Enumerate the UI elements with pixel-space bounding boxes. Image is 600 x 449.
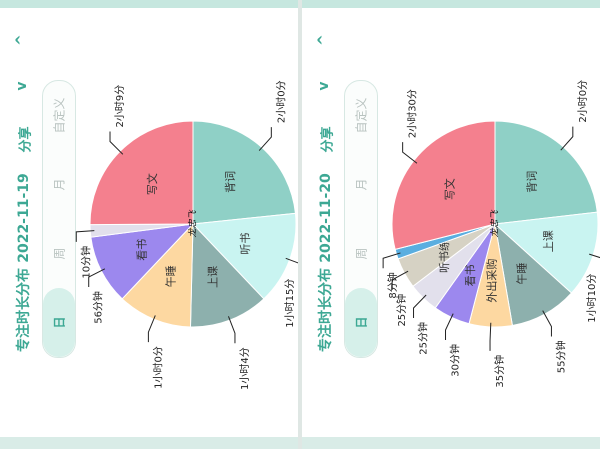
pie-center-watermark: 龙忠飞 [188,210,199,238]
pie-slice [89,120,194,226]
slice-leader-line [542,310,552,337]
slice-value-label: 25分钟 [395,294,408,327]
slice-value-label: 1小时0分 [152,346,164,389]
slice-value-label: 2小时0分 [275,80,287,123]
segment-day[interactable]: 日 [43,288,75,357]
slice-value-label: 2小时9分 [114,85,126,128]
slice-leader-line [88,268,106,288]
focus-distribution-panel-2: 专注时长分布 2022-11-20 分享 v ^ 日 周 月 自定义 背词 2小时… [302,0,600,449]
pie-slice [192,120,296,225]
slice-leader-line [402,142,418,164]
slice-category-label: 写文 [145,173,159,195]
slice-leader-line [258,127,272,151]
slice-leader-line [413,294,427,318]
slice-leader-line [75,230,95,242]
slice-category-label: 外出采购 [485,259,499,303]
slice-category-label: 上课 [206,266,219,288]
slice-category-label: 上课 [542,230,555,252]
slice-category-label: 午睡 [515,263,528,285]
slice-value-label: 56分钟 [92,291,105,324]
slice-value-label: 10分钟 [79,246,92,279]
slice-category-label: 看书 [135,239,149,261]
pie-slice [494,120,598,225]
slice-leader-line [285,257,298,264]
slice-leader-line [382,252,401,269]
period-segmented-control: 日 周 月 自定义 [344,80,378,358]
slice-leader-line [489,322,492,351]
focus-pie-chart: 背词2小时0分上课1小时10分午睡55分钟外出采购35分钟看书30分钟25分钟听… [382,80,600,388]
bottom-strip [302,437,600,449]
slice-category-label: 背词 [525,171,539,193]
slice-category-label: 看书 [463,264,477,286]
top-strip [0,0,298,8]
slice-value-label: 55分钟 [554,340,567,373]
slice-leader-line [445,313,454,341]
slice-value-label: 8分钟 [386,272,399,298]
slice-category-label: 听书 [239,233,252,255]
slice-leader-line [147,315,156,343]
slice-leader-line [391,270,409,290]
slice-leader-line [589,253,600,259]
slice-category-label: 写文 [442,178,456,200]
segment-day[interactable]: 日 [345,288,377,357]
slice-value-label: 35分钟 [493,355,506,388]
slice-leader-line [560,126,574,151]
slice-value-label: 2小时0分 [577,80,589,123]
period-segmented-control: 日 周 月 自定义 [42,80,76,358]
bottom-strip [0,437,298,449]
top-strip [302,0,600,8]
slice-value-label: 25分钟 [417,322,430,355]
slice-category-label: 午睡 [164,265,177,287]
panel-divider [298,0,302,449]
slice-value-label: 1小时15分 [284,279,296,328]
slice-category-label: 背词 [223,171,237,193]
focus-distribution-panel-1: 专注时长分布 2022-11-19 分享 v ^ 日 周 月 自定义 背词 2小时… [0,0,298,449]
slice-value-label: 1小时4分 [239,347,251,390]
slice-value-label: 30分钟 [449,344,462,377]
slice-leader-line [109,131,124,155]
slice-value-label: 1小时10分 [586,274,598,323]
slice-value-label: 2小时30分 [407,89,419,138]
slice-leader-line [227,316,236,344]
pie-center-watermark: 龙忠飞 [490,210,501,238]
